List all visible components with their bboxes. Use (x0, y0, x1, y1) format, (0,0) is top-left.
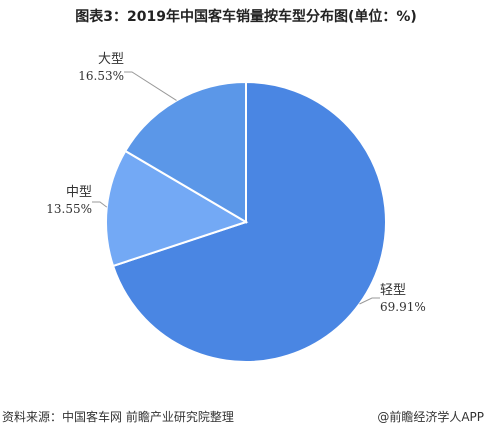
slice-labels: 轻型 69.91% 中型 13.55% 大型 16.53% (46, 52, 426, 314)
leader-line-0 (359, 297, 380, 305)
slice-label-value-0: 69.91% (380, 300, 426, 314)
brand-credit: @前瞻经济学人APP (377, 410, 484, 424)
pie-slice-1 (105, 149, 249, 268)
slice-label-value-2: 16.53% (78, 69, 124, 83)
leader-line-1 (92, 201, 108, 208)
source-note: 资料来源：中国客车网 前瞻产业研究院整理 (2, 410, 234, 424)
slice-label-value-1: 13.55% (46, 202, 92, 216)
pie-slice-0 (111, 80, 387, 363)
slice-label-name-1: 中型 (66, 185, 92, 200)
slice-label-name-2: 大型 (98, 52, 124, 67)
chart-title: 图表3：2019年中国客车销量按车型分布图(单位：%) (75, 9, 417, 25)
pie-slices (105, 80, 387, 363)
leader-lines (92, 71, 380, 305)
pie-slice-2 (123, 80, 247, 224)
slice-label-name-0: 轻型 (380, 283, 406, 298)
leader-line-2 (124, 71, 177, 101)
pie-chart: 轻型 69.91% 中型 13.55% 大型 16.53% (46, 52, 426, 363)
